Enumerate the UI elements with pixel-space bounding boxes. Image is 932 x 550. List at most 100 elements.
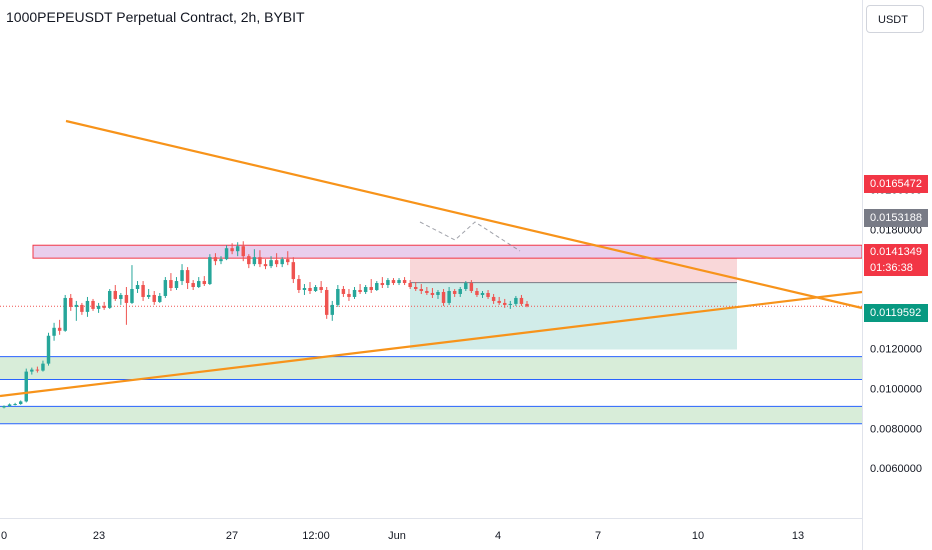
demand-zone-lower (0, 406, 862, 424)
candle (7, 403, 12, 407)
candle (380, 277, 385, 289)
time-tick-label: 27 (226, 530, 238, 542)
candle (436, 289, 440, 299)
candle-body (113, 290, 118, 299)
candle (525, 300, 529, 308)
chart-title: 1000PEPEUSDT Perpetual Contract, 2h, BYB… (6, 9, 305, 25)
candle (13, 402, 17, 406)
badge-price-text: 0.0141349 (870, 246, 922, 258)
candle (441, 289, 446, 306)
candle-body (35, 369, 40, 371)
candle (358, 284, 362, 294)
price-tick-label: 0.0100000 (870, 384, 922, 396)
candle-body (180, 270, 184, 282)
candle (69, 293, 73, 311)
candle-body (402, 280, 407, 284)
candle-body (224, 248, 229, 260)
candle (163, 277, 168, 298)
candle (63, 294, 67, 332)
candle-body (258, 257, 262, 265)
candle-body (158, 295, 162, 302)
candle (274, 253, 279, 268)
candle (491, 293, 496, 304)
candle-body (202, 281, 207, 285)
candle (297, 275, 301, 293)
candle (397, 278, 401, 286)
candle-body (52, 327, 56, 336)
candle-body (135, 285, 140, 289)
candle-body (469, 283, 474, 291)
candle (302, 284, 307, 295)
candle (408, 280, 412, 289)
candle-body (319, 287, 323, 290)
candle (119, 292, 123, 305)
price-badge-entry: 0.0153188 (864, 209, 928, 227)
candle-body (247, 256, 251, 265)
candle (313, 285, 318, 292)
candle (375, 281, 379, 291)
candle-body (2, 406, 6, 408)
candle (391, 278, 396, 286)
candle (430, 288, 435, 298)
candle (113, 285, 118, 301)
candle (191, 280, 195, 290)
candle (141, 281, 145, 301)
candle (102, 301, 106, 310)
candle-body (497, 300, 501, 303)
price-tick-label: 0.0060000 (870, 463, 922, 475)
badge-price-text: 0.0165472 (870, 178, 922, 190)
candle-body (219, 259, 223, 262)
candle (135, 281, 140, 293)
candle-body (386, 280, 390, 286)
candle-body (85, 300, 90, 312)
candle-body (491, 296, 496, 301)
candle (169, 273, 173, 291)
candle (52, 322, 56, 341)
candle (475, 288, 479, 297)
candle-body (169, 280, 173, 289)
candle-body (41, 363, 45, 371)
candle-body (408, 283, 412, 288)
candle-body (369, 287, 373, 290)
candle-body (252, 257, 257, 265)
candle (219, 256, 223, 265)
candle (57, 319, 62, 335)
candle-body (69, 297, 73, 307)
time-tick-label: 0 (1, 530, 7, 542)
candle-body (419, 289, 424, 291)
candle-body (185, 270, 190, 284)
price-badge-current: 0.0141349 01:36:38 (864, 244, 928, 276)
candle-body (30, 369, 34, 372)
supply-zone (32, 244, 863, 259)
candle-body (18, 401, 23, 405)
candle-body (302, 288, 307, 290)
candle (308, 282, 312, 294)
candle-body (24, 371, 28, 402)
candle (503, 298, 507, 308)
candle (107, 289, 112, 309)
time-tick-label: 23 (93, 530, 105, 542)
candle (252, 249, 257, 267)
time-axis-bg (0, 518, 862, 550)
candle (413, 282, 418, 291)
candle-body (308, 288, 312, 291)
currency-selector[interactable]: USDT (866, 5, 924, 33)
candle (341, 286, 346, 297)
candle-body (503, 302, 507, 305)
time-tick-label: 10 (692, 530, 704, 542)
candle (18, 400, 23, 405)
candle-body (197, 281, 201, 288)
candle (91, 298, 95, 311)
candle-body (63, 297, 67, 331)
candle (230, 243, 234, 255)
time-tick-label: 13 (792, 530, 804, 542)
zones-layer (0, 244, 863, 425)
candles-layer (2, 241, 529, 409)
candle (263, 259, 268, 270)
candle-body (413, 287, 418, 289)
candle-body (291, 262, 296, 280)
candle-body (191, 283, 195, 288)
candle (447, 287, 451, 305)
